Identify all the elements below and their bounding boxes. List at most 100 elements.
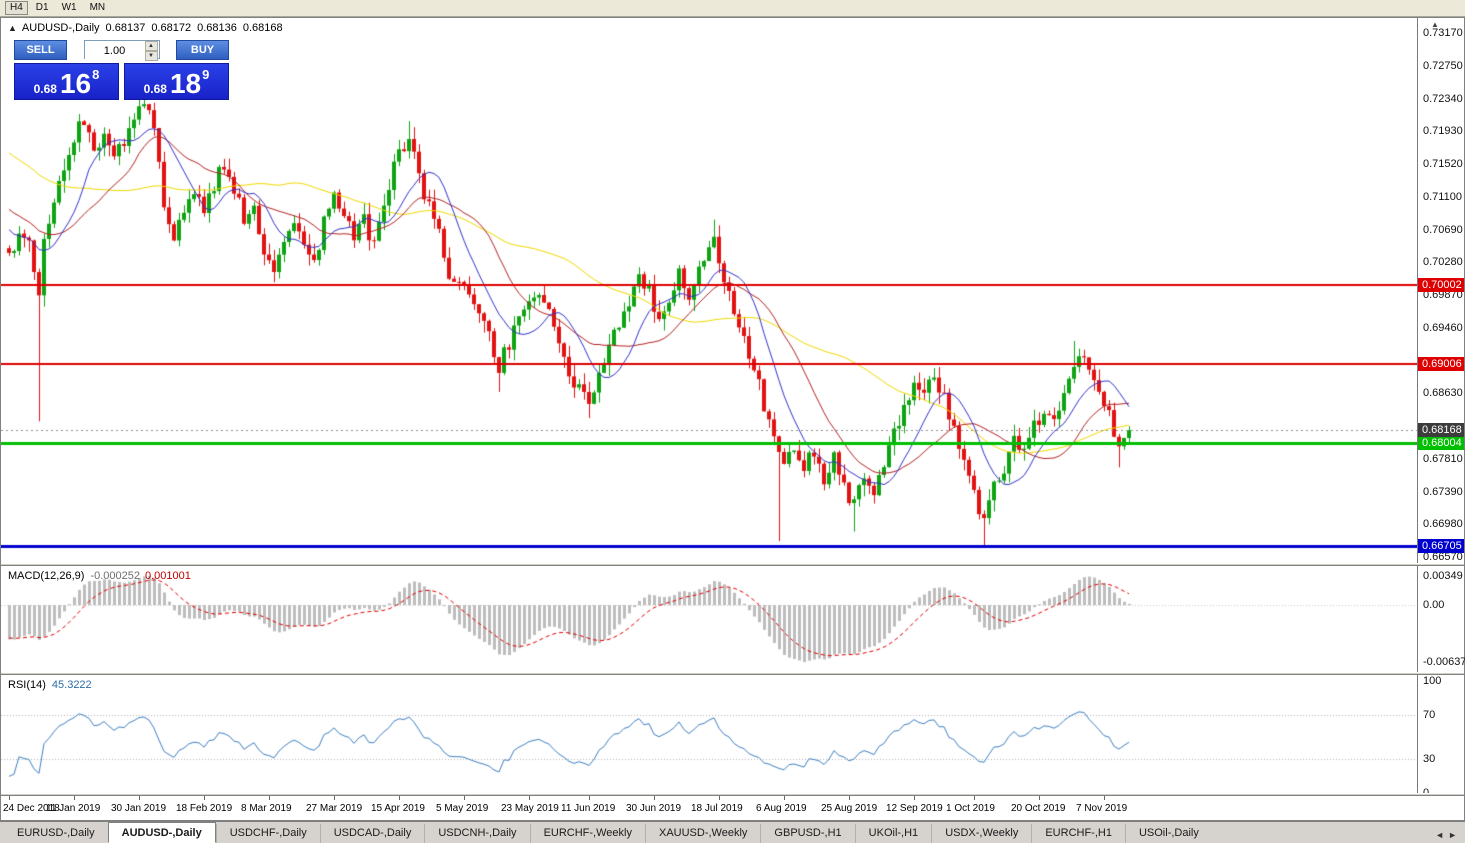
date-tick — [1039, 796, 1040, 800]
axis-tick-label: 0.70690 — [1423, 224, 1463, 236]
chart-tab-xauusd-weekly[interactable]: XAUUSD-,Weekly — [644, 824, 760, 843]
chart-tab-eurusd-daily[interactable]: EURUSD-,Daily — [17, 827, 95, 839]
date-label: 18 Feb 2019 — [176, 803, 233, 814]
chart-tab-audusd-daily[interactable]: AUDUSD-,Daily — [107, 822, 216, 843]
rsi-value: 45.3222 — [51, 679, 92, 691]
date-tick — [1104, 796, 1105, 800]
buy-price-sup: 9 — [202, 67, 210, 82]
chart-tab-usdcnh-daily[interactable]: USDCNH-,Daily — [424, 824, 529, 843]
axis-tick-label: 30 — [1423, 753, 1436, 765]
pane-splitter[interactable] — [1, 563, 1464, 566]
axis-tick-label: 0.72340 — [1423, 93, 1463, 105]
lot-increase-button[interactable]: ▲ — [144, 41, 158, 51]
axis-tick-label: 0.71100 — [1423, 191, 1462, 203]
axis-tick-label: 0.66980 — [1423, 518, 1463, 530]
date-tick — [589, 796, 590, 800]
axis-tick-label: 0.67810 — [1423, 453, 1463, 465]
rsi-pane: RSI(14) 45.3222 — [1, 675, 1464, 793]
axis-tick-label: 0.71520 — [1423, 158, 1463, 170]
macd-signal-value: 0.001001 — [144, 570, 191, 582]
pane-splitter[interactable] — [1, 672, 1464, 675]
sell-price-big: 16 — [59, 68, 92, 99]
axis-tick-label: 0.73170 — [1423, 27, 1463, 39]
price-chart-canvas[interactable] — [1, 18, 1417, 563]
buy-price-prefix: 0.68 — [143, 82, 167, 96]
date-label: 23 May 2019 — [501, 803, 559, 814]
date-tick — [139, 796, 140, 800]
date-tick — [399, 796, 400, 800]
rsi-label: RSI(14) 45.3222 — [8, 679, 92, 691]
pane-splitter[interactable] — [1, 793, 1464, 796]
chart-tab-ukoil-h1[interactable]: UKOil-,H1 — [854, 824, 932, 843]
chart-tab-usdchf-daily[interactable]: USDCHF-,Daily — [215, 824, 320, 843]
axis-tick-label: 0.71930 — [1423, 125, 1463, 137]
chart-tab-eurchf-weekly[interactable]: EURCHF-,Weekly — [529, 824, 645, 843]
current-price-badge: 0.68168 — [1418, 423, 1464, 437]
lot-size-box: ▲ ▼ — [83, 40, 160, 61]
date-tick — [9, 796, 10, 800]
timeframe-button-d1[interactable]: D1 — [35, 2, 49, 13]
buy-price-big: 18 — [169, 68, 202, 99]
sell-price-display[interactable]: 0.68 16 8 — [14, 63, 119, 100]
date-tick — [529, 796, 530, 800]
sell-price-sup: 8 — [92, 67, 100, 82]
chart-tab-usoil-daily[interactable]: USOil-,Daily — [1124, 824, 1212, 843]
price-level-badge: 0.69006 — [1418, 357, 1464, 371]
sell-price-prefix: 0.68 — [33, 82, 57, 96]
chart-tab-eurchf-h1[interactable]: EURCHF-,H1 — [1031, 824, 1125, 843]
date-label: 20 Oct 2019 — [1011, 803, 1066, 814]
time-scale[interactable]: 24 Dec 2018 11 Jan 2019 30 Jan 2019 18 Feb … — [1, 796, 1464, 820]
axis-tick-label: -0.00637 — [1423, 656, 1465, 668]
axis-tick-label: 100 — [1423, 675, 1442, 687]
rsi-canvas[interactable] — [1, 675, 1417, 793]
chart-tab-usdx-weekly[interactable]: USDX-,Weekly — [931, 824, 1031, 843]
price-scale[interactable]: 0.73170 0.72750 0.72340 0.71930 0.71520 0.711… — [1417, 18, 1465, 799]
date-tick — [269, 796, 270, 800]
chart-shift-marker: ▲ — [1431, 20, 1439, 29]
timeframe-button-h4[interactable]: H4 — [5, 1, 28, 15]
axis-tick-label: 0.66570 — [1423, 551, 1463, 563]
lot-size-input[interactable] — [84, 42, 145, 60]
lot-decrease-button[interactable]: ▼ — [144, 51, 158, 61]
axis-tick-label: 0.68630 — [1423, 387, 1463, 399]
ohlc-high: 0.68172 — [151, 22, 192, 34]
date-label: 12 Sep 2019 — [886, 803, 943, 814]
date-tick — [334, 796, 335, 800]
macd-canvas[interactable] — [1, 566, 1417, 672]
date-tick — [204, 796, 205, 800]
axis-tick-label: 0.69460 — [1423, 322, 1463, 334]
date-tick — [74, 796, 75, 800]
date-tick — [914, 796, 915, 800]
macd-label: MACD(12,26,9) -0.000252 0.001001 — [8, 570, 191, 582]
ohlc-low: 0.68136 — [197, 22, 237, 34]
chart-tab-gbpusd-h1[interactable]: GBPUSD-,H1 — [760, 824, 854, 843]
date-tick — [849, 796, 850, 800]
timeframe-button-mn[interactable]: MN — [89, 2, 106, 13]
rsi-name: RSI(14) — [8, 679, 46, 691]
sell-button[interactable]: SELL — [14, 39, 67, 60]
date-label: 7 Nov 2019 — [1076, 803, 1128, 814]
axis-tick-label: 0.69870 — [1423, 289, 1463, 301]
date-label: 18 Jul 2019 — [691, 803, 743, 814]
ohlc-open: 0.68137 — [105, 22, 146, 34]
date-label: 25 Aug 2019 — [821, 803, 878, 814]
price-level-badge: 0.70002 — [1418, 278, 1464, 292]
date-tick — [719, 796, 720, 800]
chart-ohlc-header: ▲ AUDUSD-,Daily 0.68137 0.68172 0.68136 0.681… — [8, 22, 283, 34]
macd-value: -0.000252 — [90, 570, 140, 582]
axis-tick-label: 0.00349 — [1423, 570, 1463, 582]
timeframe-button-w1[interactable]: W1 — [61, 2, 77, 13]
date-tick — [784, 796, 785, 800]
tab-scroll-left[interactable]: ◄ — [1435, 830, 1445, 840]
macd-name: MACD(12,26,9) — [8, 570, 85, 582]
price-level-badge: 0.66705 — [1418, 539, 1464, 553]
buy-price-display[interactable]: 0.68 18 9 — [124, 63, 229, 100]
date-label: 6 Aug 2019 — [756, 803, 807, 814]
date-label: 30 Jan 2019 — [111, 803, 167, 814]
tab-scroll-right[interactable]: ► — [1448, 830, 1457, 840]
main-chart-pane: ▲ AUDUSD-,Daily 0.68137 0.68172 0.68136 0.681… — [1, 18, 1464, 563]
buy-button[interactable]: BUY — [176, 39, 229, 60]
one-click-trading-toggle[interactable]: ▲ — [8, 23, 17, 33]
chart-symbol-label: AUDUSD-,Daily — [21, 22, 100, 34]
chart-tab-usdcad-daily[interactable]: USDCAD-,Daily — [319, 824, 425, 843]
